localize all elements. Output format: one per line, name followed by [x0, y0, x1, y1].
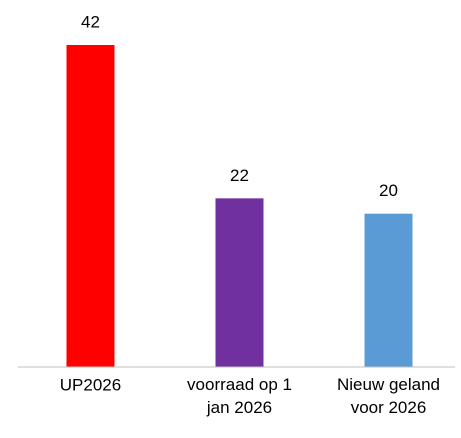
value-label: 22	[230, 166, 249, 185]
x-tick-label: UP2026	[60, 375, 121, 394]
value-label: 20	[379, 181, 398, 200]
bar	[215, 198, 264, 367]
x-tick-label: Nieuw geland voor 2026	[337, 375, 440, 417]
bar	[364, 213, 413, 367]
value-label: 42	[81, 12, 100, 31]
x-tick-label: voorraad op 1 jan 2026	[187, 375, 292, 417]
bar	[66, 45, 115, 367]
